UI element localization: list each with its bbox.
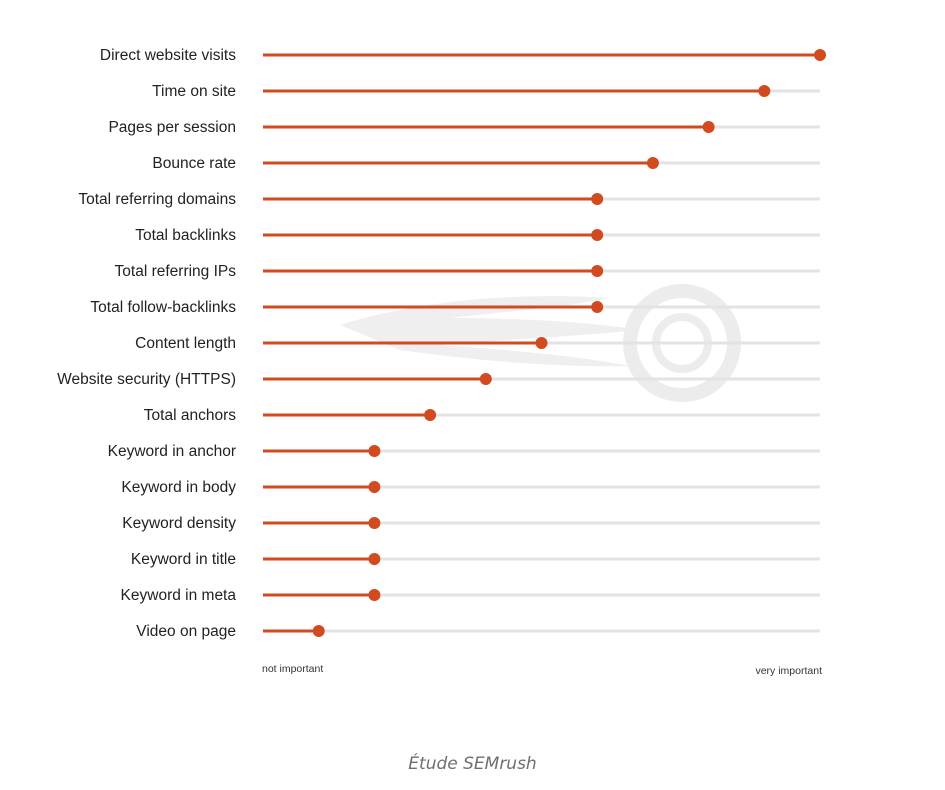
category-label: Website security (HTTPS) <box>57 371 236 388</box>
chart-row: Direct website visits <box>100 47 826 64</box>
chart-row: Keyword in body <box>121 479 820 496</box>
axis-label-end: very important <box>755 665 822 677</box>
chart-row: Website security (HTTPS) <box>57 371 820 388</box>
value-marker <box>368 589 381 601</box>
value-marker <box>424 409 437 421</box>
chart-row: Keyword density <box>122 515 820 532</box>
value-marker <box>312 625 325 637</box>
category-label: Keyword in anchor <box>108 443 236 460</box>
chart-row: Total follow-backlinks <box>90 299 820 316</box>
chart-row: Total referring IPs <box>115 263 820 280</box>
value-marker <box>646 157 659 169</box>
value-marker <box>702 121 715 133</box>
chart-row: Video on page <box>136 623 820 640</box>
category-label: Direct website visits <box>100 47 236 64</box>
chart-row: Keyword in meta <box>121 587 820 604</box>
chart-row: Total anchors <box>144 407 820 424</box>
chart-row: Total backlinks <box>135 227 820 244</box>
value-marker <box>535 337 548 349</box>
category-label: Total anchors <box>144 407 236 424</box>
category-label: Pages per session <box>108 119 236 136</box>
value-marker <box>591 229 604 241</box>
category-label: Total referring IPs <box>115 263 237 280</box>
chart-row: Total referring domains <box>78 191 820 208</box>
value-marker <box>591 193 604 205</box>
category-label: Keyword in meta <box>121 587 237 604</box>
category-label: Total referring domains <box>78 191 236 208</box>
figure-caption: Étude SEMrush <box>408 754 537 774</box>
value-marker <box>479 373 492 385</box>
chart-row: Pages per session <box>108 119 820 136</box>
category-label: Video on page <box>136 623 236 640</box>
category-label: Keyword density <box>122 515 236 532</box>
category-label: Keyword in body <box>121 479 236 496</box>
category-label: Time on site <box>152 83 236 100</box>
value-marker <box>368 517 381 529</box>
chart-row: Keyword in title <box>131 551 820 568</box>
chart-row: Bounce rate <box>152 155 820 172</box>
value-marker <box>758 85 771 97</box>
category-label: Total backlinks <box>135 227 236 244</box>
value-marker <box>368 445 381 457</box>
value-marker <box>368 553 381 565</box>
value-marker <box>591 301 604 313</box>
category-label: Keyword in title <box>131 551 236 568</box>
value-marker <box>591 265 604 277</box>
chart: Direct website visits Time on site Pages p… <box>57 47 826 677</box>
axis-label-start: not important <box>262 663 323 675</box>
category-label: Content length <box>135 335 236 352</box>
chart-rows: Direct website visits Time on site Pages p… <box>57 47 826 640</box>
category-label: Total follow-backlinks <box>90 299 236 316</box>
category-label: Bounce rate <box>152 155 236 172</box>
chart-row: Content length <box>135 335 820 352</box>
chart-row: Time on site <box>152 83 820 100</box>
value-marker <box>814 49 826 61</box>
chart-row: Keyword in anchor <box>108 443 820 460</box>
value-marker <box>368 481 381 493</box>
